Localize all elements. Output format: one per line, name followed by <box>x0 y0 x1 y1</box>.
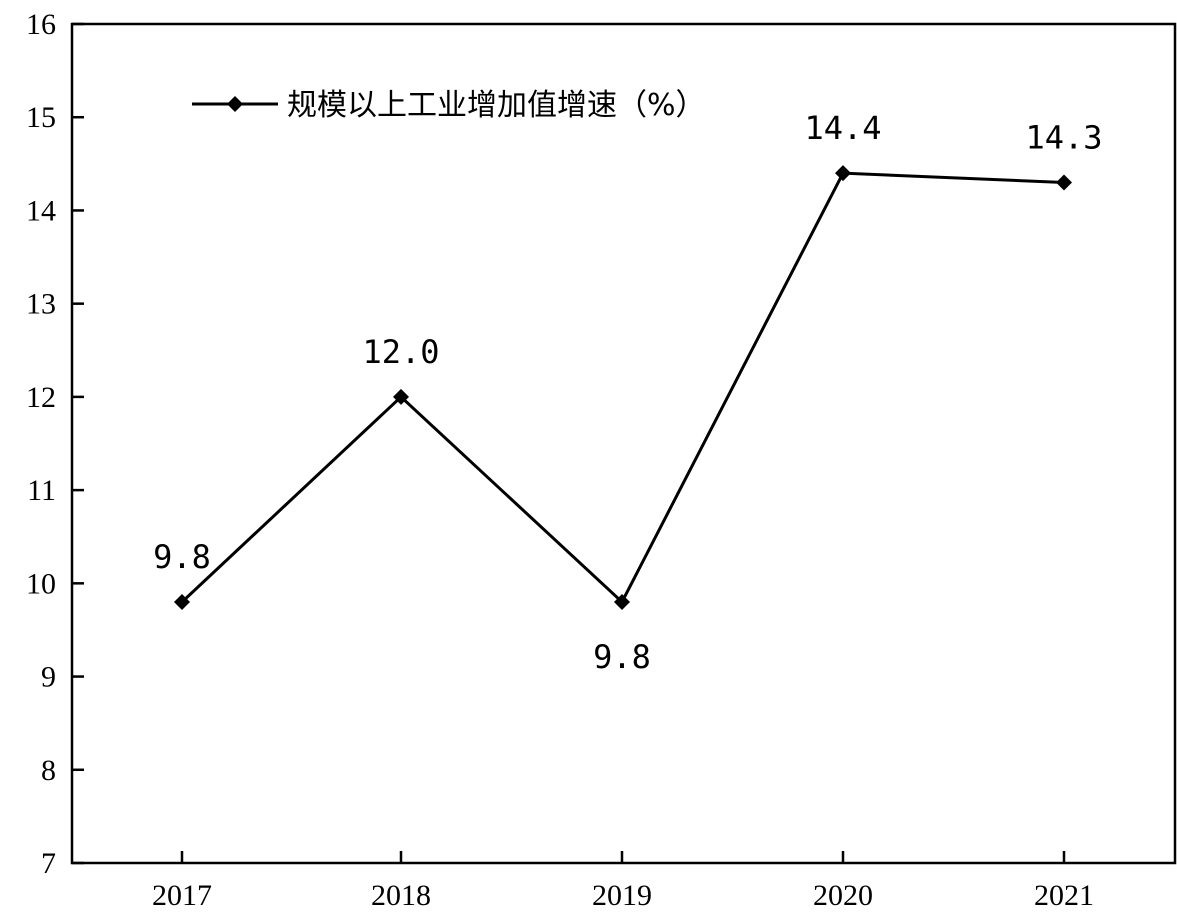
legend-marker <box>227 96 243 112</box>
data-labels: 9.8 12.0 9.8 14.4 14.3 <box>153 109 1102 676</box>
x-tick-label: 2020 <box>813 879 873 912</box>
data-label: 9.8 <box>593 638 651 676</box>
data-label: 12.0 <box>362 333 439 371</box>
data-point-marker <box>174 593 190 610</box>
y-tick-label: 15 <box>26 101 56 134</box>
y-tick-label: 14 <box>26 194 56 227</box>
x-axis-ticks: 2017 2018 2019 2020 2021 <box>152 851 1094 912</box>
y-tick-label: 10 <box>26 567 56 600</box>
y-tick-label: 13 <box>26 288 56 321</box>
data-label: 14.4 <box>804 109 881 147</box>
y-tick-label: 8 <box>41 754 56 787</box>
x-tick-label: 2021 <box>1034 879 1094 912</box>
series-line-group <box>174 165 1072 610</box>
y-tick-label: 9 <box>41 661 56 694</box>
data-point-marker <box>393 388 409 405</box>
x-tick-label: 2018 <box>371 879 431 912</box>
data-label: 14.3 <box>1025 118 1102 156</box>
axes <box>70 22 1177 865</box>
legend: 规模以上工业增加值增速（%） <box>192 88 706 123</box>
y-tick-label: 16 <box>26 8 56 41</box>
y-axis-ticks: 7 8 9 10 11 12 13 14 15 16 <box>26 8 84 880</box>
y-tick-label: 11 <box>27 474 56 507</box>
data-point-marker <box>1056 174 1072 191</box>
legend-entry: 规模以上工业增加值增速（%） <box>287 88 706 123</box>
series-line <box>180 171 1065 605</box>
x-tick-label: 2017 <box>152 879 212 912</box>
data-label: 9.8 <box>153 538 211 576</box>
y-tick-label: 7 <box>41 847 56 880</box>
data-point-marker <box>614 593 630 610</box>
x-tick-label: 2019 <box>592 879 652 912</box>
data-point-marker <box>835 165 851 182</box>
y-tick-label: 12 <box>26 381 56 414</box>
plot-area-frame <box>70 22 1177 865</box>
